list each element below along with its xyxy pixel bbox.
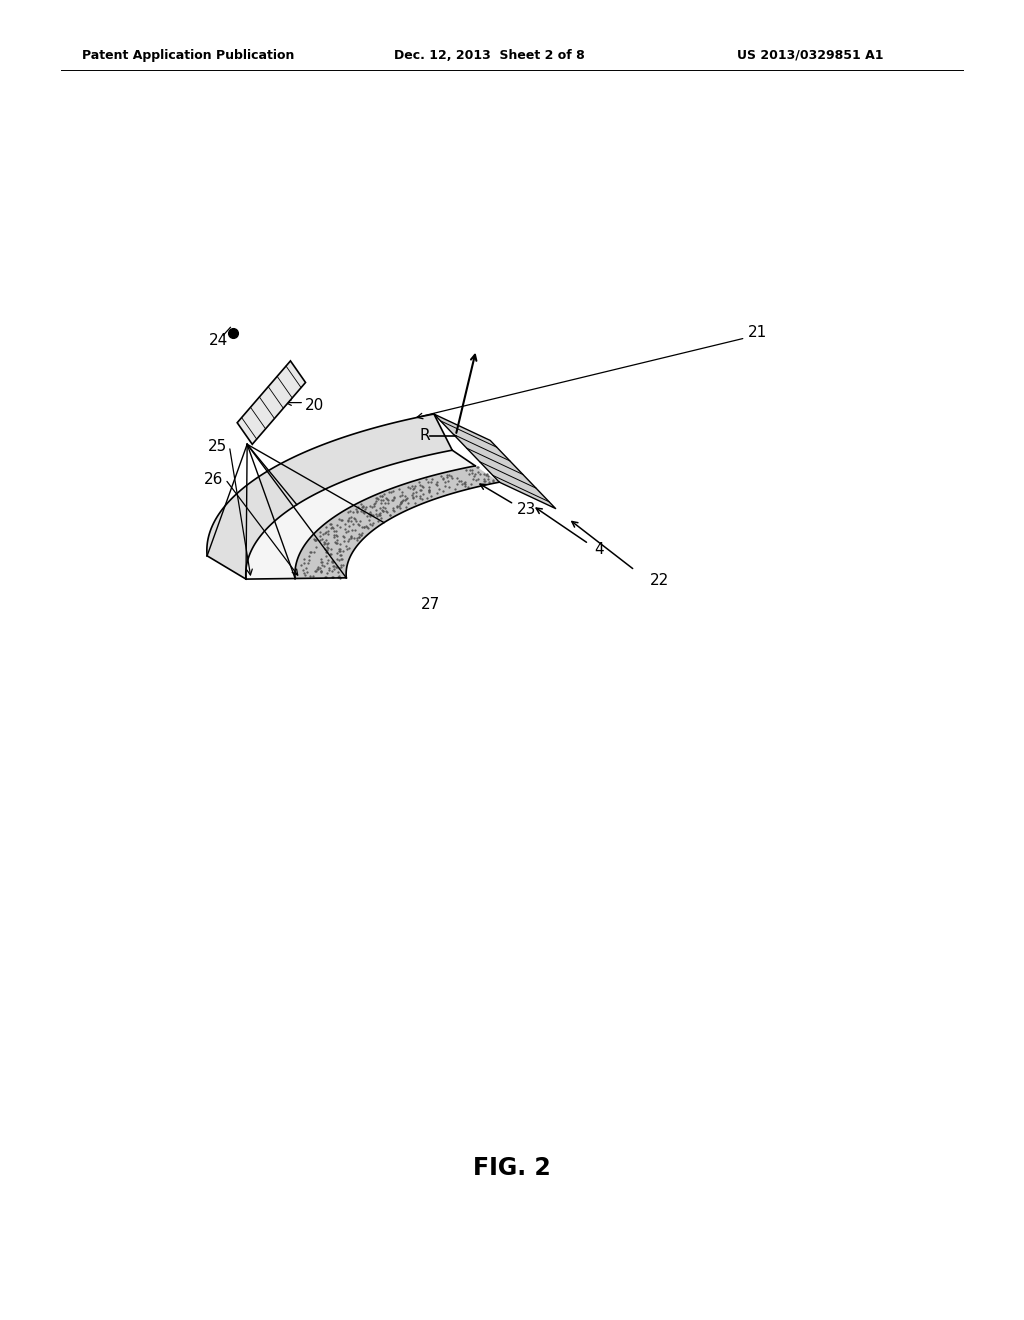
- Polygon shape: [295, 466, 500, 578]
- Text: 26: 26: [204, 471, 223, 487]
- Text: FIG. 2: FIG. 2: [473, 1156, 551, 1180]
- Text: 23: 23: [517, 502, 537, 517]
- Text: 20: 20: [305, 397, 325, 413]
- Text: US 2013/0329851 A1: US 2013/0329851 A1: [737, 49, 884, 62]
- Text: R: R: [420, 428, 430, 444]
- Polygon shape: [238, 360, 305, 445]
- Polygon shape: [246, 450, 475, 579]
- Text: 25: 25: [208, 438, 227, 454]
- Text: 22: 22: [650, 573, 670, 589]
- Text: 21: 21: [748, 325, 767, 341]
- Text: Dec. 12, 2013  Sheet 2 of 8: Dec. 12, 2013 Sheet 2 of 8: [394, 49, 585, 62]
- Text: 24: 24: [209, 333, 227, 347]
- Polygon shape: [434, 414, 556, 508]
- Text: 27: 27: [421, 597, 439, 611]
- Polygon shape: [207, 414, 453, 579]
- Text: Patent Application Publication: Patent Application Publication: [82, 49, 294, 62]
- Text: 4: 4: [594, 541, 603, 557]
